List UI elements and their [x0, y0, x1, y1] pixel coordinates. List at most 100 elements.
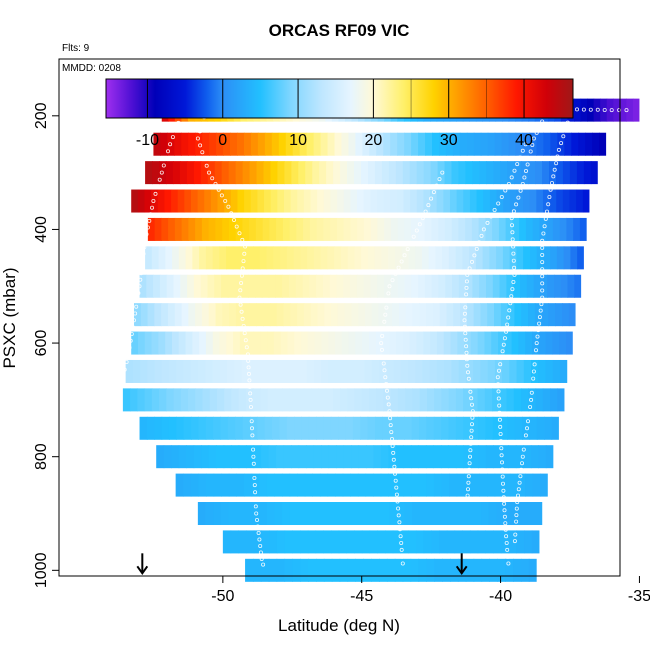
track-point	[474, 246, 479, 251]
heatmap-cell	[214, 274, 222, 298]
heatmap-cell	[397, 217, 405, 241]
track-point	[508, 301, 513, 306]
heatmap-cell	[458, 502, 467, 526]
heatmap-cell	[235, 217, 243, 241]
track-point	[477, 240, 482, 245]
heatmap-cell	[144, 331, 153, 355]
heatmap-cell	[452, 274, 460, 298]
heatmap-cell	[195, 217, 203, 241]
heatmap-cell	[369, 530, 378, 554]
heatmap-cell	[318, 388, 327, 412]
track-point	[465, 370, 470, 375]
heatmap-cell	[470, 388, 479, 412]
heatmap-cell	[335, 473, 344, 497]
track-point	[254, 518, 259, 523]
heatmap-cell	[268, 558, 278, 582]
heatmap-cell	[271, 416, 280, 440]
track-point	[252, 475, 257, 480]
heatmap-cell	[289, 502, 298, 526]
track-point	[501, 488, 506, 493]
heatmap-cell	[556, 246, 565, 270]
heatmap-cell	[303, 303, 312, 327]
heatmap-cell	[378, 303, 386, 327]
heatmap-cell	[248, 359, 257, 383]
track-point	[463, 331, 468, 336]
heatmap-cell	[244, 473, 253, 497]
track-point	[251, 461, 256, 466]
track-point	[495, 375, 500, 380]
heatmap-cell	[234, 359, 243, 383]
colorbar-tick-label: 40	[515, 132, 533, 149]
heatmap-cell	[274, 473, 283, 497]
track-point	[463, 305, 468, 310]
heatmap-cell	[222, 530, 232, 554]
track-point	[502, 508, 507, 513]
heatmap-cell	[431, 530, 440, 554]
track-point	[248, 397, 253, 402]
heatmap-cell	[361, 388, 370, 412]
track-point	[506, 561, 511, 566]
heatmap-cell	[407, 359, 416, 383]
track-point	[561, 134, 566, 139]
heatmap-cell	[423, 530, 432, 554]
heatmap-cell	[473, 359, 481, 383]
track-point	[465, 272, 470, 277]
track-point	[389, 430, 394, 435]
heatmap-cell	[444, 161, 453, 185]
heatmap-cell	[433, 445, 442, 469]
heatmap-cell	[410, 445, 420, 469]
heatmap-cell	[292, 558, 301, 582]
heatmap-cell	[237, 132, 245, 156]
heatmap-cell	[473, 558, 483, 582]
heatmap-cell	[325, 388, 334, 412]
track-point	[253, 497, 258, 502]
heatmap-cell	[320, 246, 328, 270]
heatmap-cell	[464, 473, 473, 497]
track-point	[501, 342, 506, 347]
heatmap-cell	[334, 246, 342, 270]
heatmap-cell	[347, 388, 356, 412]
heatmap-cell	[543, 132, 551, 156]
heatmap-cell	[525, 473, 534, 497]
heatmap-cell	[168, 217, 176, 241]
heatmap-cell	[334, 132, 343, 156]
heatmap-cell	[158, 331, 166, 355]
track-point	[240, 316, 245, 321]
heatmap-cell	[593, 98, 601, 122]
track-point	[130, 325, 135, 330]
heatmap-cell	[223, 445, 232, 469]
heatmap-cell	[411, 274, 419, 298]
heatmap-cell	[426, 416, 435, 440]
track-point	[512, 168, 517, 173]
heatmap-cell	[551, 416, 559, 440]
heatmap-cell	[164, 189, 172, 213]
heatmap-cell	[415, 359, 424, 383]
colorbar-tick-label: 10	[289, 132, 307, 149]
heatmap-cell	[215, 217, 223, 241]
heatmap-cell	[286, 416, 295, 440]
track-point	[423, 209, 428, 214]
heatmap-cell	[281, 473, 291, 497]
heatmap-cell	[522, 416, 531, 440]
track-point	[213, 181, 218, 186]
track-point	[540, 281, 545, 286]
track-point	[522, 440, 527, 445]
track-point	[581, 107, 586, 112]
heatmap-cell	[419, 303, 427, 327]
heatmap-cell	[180, 274, 188, 298]
heatmap-cell	[330, 530, 340, 554]
heatmap-cell	[529, 189, 537, 213]
track-point	[507, 308, 512, 313]
track-point	[239, 280, 244, 285]
heatmap-cell	[370, 189, 378, 213]
heatmap-cell	[205, 416, 214, 440]
track-point	[381, 361, 386, 366]
heatmap-cell	[559, 331, 567, 355]
heatmap-cell	[269, 217, 277, 241]
heatmap-cell	[139, 274, 147, 298]
heatmap-cell	[556, 189, 564, 213]
track-point	[540, 252, 545, 257]
heatmap-cell	[181, 303, 189, 327]
track-point	[176, 120, 181, 125]
track-point	[527, 412, 532, 417]
